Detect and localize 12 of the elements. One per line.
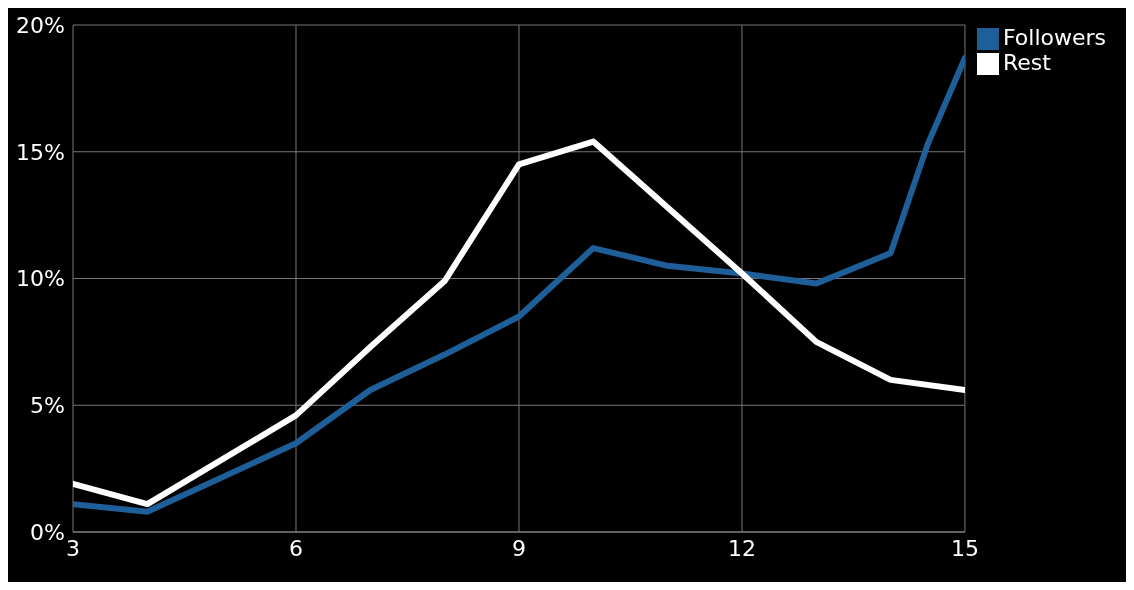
y-tick-label: 5% [30, 393, 65, 419]
x-tick-label: 15 [950, 535, 979, 561]
x-tick-label: 3 [66, 535, 80, 561]
y-tick-label: 0% [30, 519, 65, 545]
y-tick-label: 20% [16, 12, 65, 38]
legend-label: Rest [1002, 50, 1051, 75]
x-tick-label: 12 [727, 535, 756, 561]
y-tick-label: 15% [16, 139, 65, 165]
legend-label: Followers [1002, 25, 1106, 50]
y-tick-label: 10% [16, 266, 65, 292]
x-tick-label: 6 [288, 535, 303, 561]
x-tick-label: 9 [511, 535, 526, 561]
